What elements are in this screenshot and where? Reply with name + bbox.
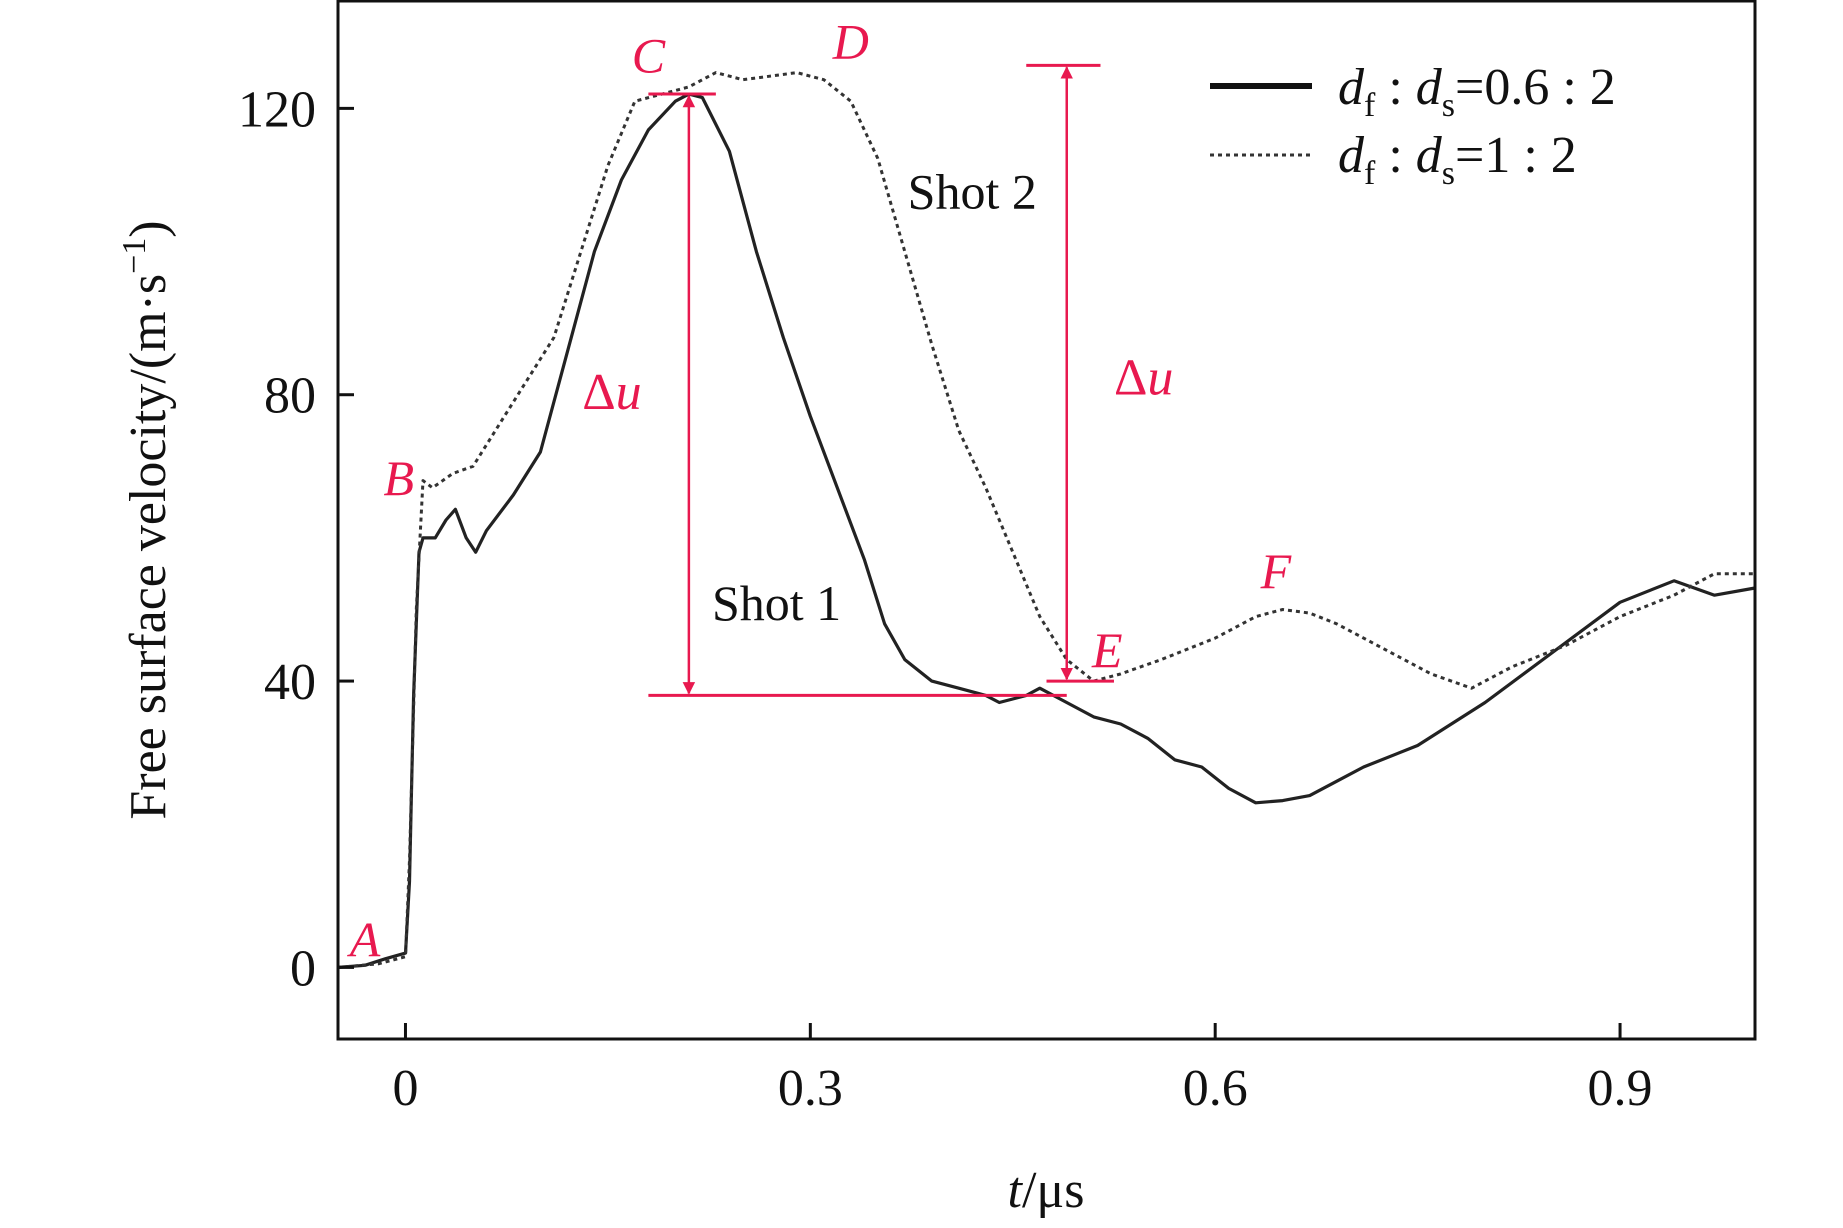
x-axis-unit: /μs: [1022, 1162, 1085, 1219]
delta-u-label: Δu: [1114, 350, 1173, 407]
legend-label-series-2: df : ds=1 : 2: [1338, 127, 1577, 192]
point-label-b: B: [383, 450, 414, 506]
point-label-f: F: [1260, 543, 1292, 599]
plot-frame: [336, 0, 1757, 1041]
y-tick-label: 120: [238, 81, 316, 138]
x-tick-label: 0.3: [778, 1060, 843, 1117]
delta-var: u: [616, 364, 642, 421]
x-tick-label: 0.9: [1588, 1060, 1653, 1117]
point-label-d: D: [832, 13, 869, 69]
legend-label-series-1: df : ds=0.6 : 2: [1338, 59, 1616, 124]
y-tick-label: 40: [264, 654, 316, 711]
series-line-2: [337, 71, 1755, 969]
y-tick-label: 80: [264, 368, 316, 425]
shot-annotation: Shot 1: [712, 575, 841, 631]
x-tick-label: 0.6: [1183, 1060, 1248, 1117]
axis-ticks: 0 0.3 0.6 0.9 0 40 80 120: [238, 81, 1653, 1117]
y-axis-label: Free surface velocity/(m·s: [120, 274, 177, 820]
delta-u-label: Δu: [582, 364, 641, 421]
series-line-1: [337, 92, 1756, 969]
x-tick-label: 0: [392, 1060, 418, 1117]
y-axis-exponent: −1: [116, 238, 153, 274]
point-label-c: C: [632, 28, 666, 84]
y-axis-close: ): [120, 220, 177, 237]
delta-symbol: Δ: [1114, 350, 1147, 407]
y-axis-title: Free surface velocity/(m·s−1): [116, 220, 177, 819]
delta-var: u: [1147, 350, 1173, 407]
legend: df : ds=0.6 : 2 df : ds=1 : 2: [1210, 59, 1616, 192]
y-tick-label: 0: [290, 940, 316, 997]
delta-symbol: Δ: [582, 364, 615, 421]
point-label-e: E: [1091, 622, 1123, 678]
x-axis-title: t/μs: [1007, 1162, 1084, 1219]
x-axis-var: t: [1007, 1162, 1023, 1219]
shot-annotation: Shot 2: [908, 164, 1037, 220]
point-label-a: A: [347, 912, 381, 968]
